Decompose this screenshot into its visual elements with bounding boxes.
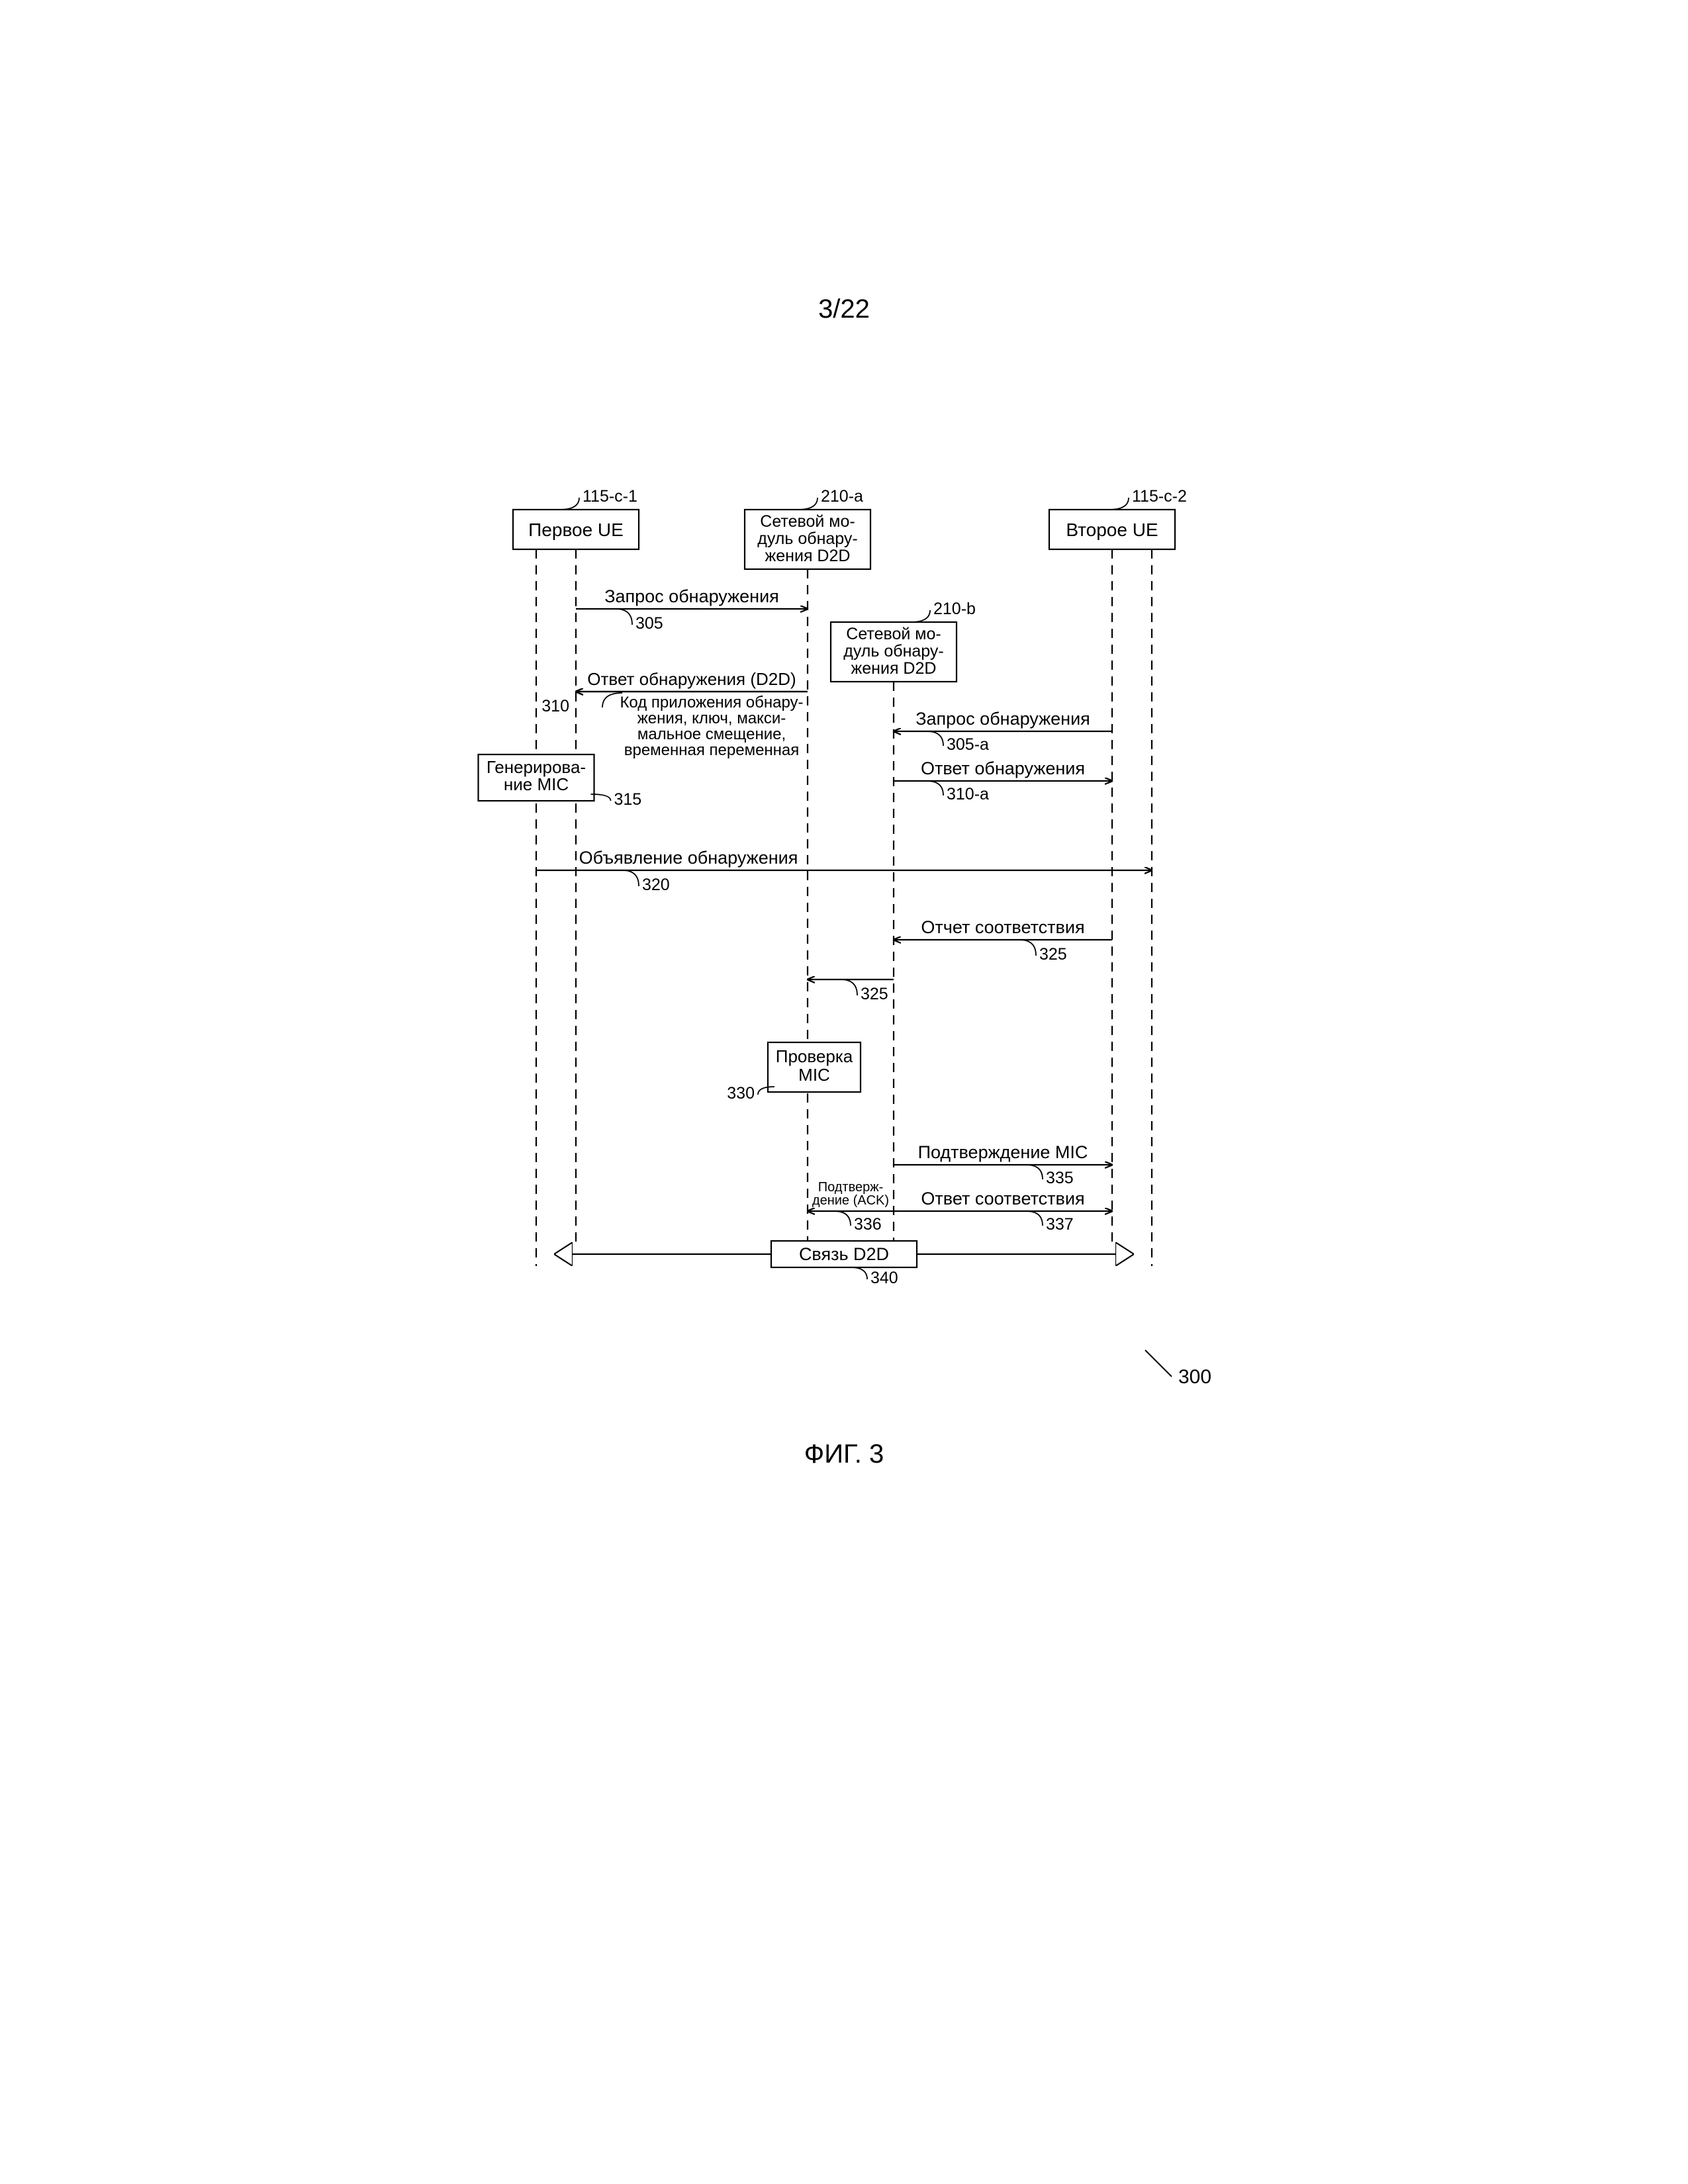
svg-text:Ответ обнаружения: Ответ обнаружения	[921, 758, 1085, 778]
svg-text:Подтверж-: Подтверж-	[818, 1180, 884, 1195]
svg-text:315: 315	[614, 790, 642, 809]
svg-text:Второе UE: Второе UE	[1066, 520, 1158, 540]
svg-text:дуль обнару-: дуль обнару-	[843, 642, 943, 660]
svg-text:Запрос обнаружения: Запрос обнаружения	[915, 709, 1090, 729]
svg-text:320: 320	[642, 876, 670, 894]
svg-text:210-b: 210-b	[933, 600, 976, 618]
svg-text:ние MIC: ние MIC	[504, 774, 569, 794]
svg-text:340: 340	[870, 1269, 898, 1287]
svg-text:дуль обнару-: дуль обнару-	[757, 529, 857, 548]
svg-text:335: 335	[1046, 1169, 1074, 1187]
svg-text:210-a: 210-a	[821, 487, 863, 506]
svg-text:325: 325	[1039, 945, 1067, 964]
svg-text:Отчет соответствия: Отчет соответствия	[921, 917, 1084, 937]
svg-text:Подтверждение МIC: Подтверждение МIC	[918, 1142, 1088, 1162]
svg-text:310: 310	[541, 697, 569, 715]
svg-text:305: 305	[635, 614, 663, 633]
svg-text:жения, ключ, макси-: жения, ключ, макси-	[637, 709, 786, 727]
svg-text:337: 337	[1046, 1215, 1074, 1234]
svg-text:ФИГ. 3: ФИГ. 3	[804, 1439, 884, 1469]
svg-text:310-а: 310-а	[947, 785, 989, 803]
svg-text:Сетевой мо-: Сетевой мо-	[760, 512, 855, 531]
svg-text:жения D2D: жения D2D	[765, 547, 851, 565]
svg-text:336: 336	[854, 1215, 882, 1234]
svg-text:115-c-1: 115-c-1	[583, 487, 637, 506]
svg-text:Связь D2D: Связь D2D	[799, 1244, 889, 1264]
svg-text:305-а: 305-а	[947, 735, 989, 754]
svg-text:3/22: 3/22	[818, 295, 870, 324]
svg-text:Ответ обнаружения (D2D): Ответ обнаружения (D2D)	[587, 669, 796, 689]
svg-text:жения D2D: жения D2D	[851, 659, 937, 678]
svg-text:временная переменная: временная переменная	[624, 741, 800, 759]
svg-text:Код приложения обнару-: Код приложения обнару-	[620, 694, 803, 711]
svg-text:дение (ACK): дение (ACK)	[812, 1193, 889, 1208]
svg-text:MIC: MIC	[798, 1065, 830, 1085]
svg-text:Ответ соответствия: Ответ соответствия	[921, 1189, 1084, 1208]
svg-text:Запрос обнаружения: Запрос обнаружения	[604, 586, 779, 606]
svg-text:Сетевой мо-: Сетевой мо-	[846, 625, 941, 643]
svg-text:Проверка: Проверка	[776, 1046, 853, 1066]
svg-text:115-c-2: 115-c-2	[1132, 487, 1187, 506]
svg-text:мальное смещение,: мальное смещение,	[637, 725, 786, 743]
svg-text:Объявление обнаружения: Объявление обнаружения	[579, 848, 798, 868]
svg-text:Первое UE: Первое UE	[528, 520, 624, 540]
svg-text:300: 300	[1178, 1366, 1211, 1388]
svg-text:325: 325	[861, 985, 888, 1003]
svg-text:330: 330	[727, 1084, 755, 1103]
